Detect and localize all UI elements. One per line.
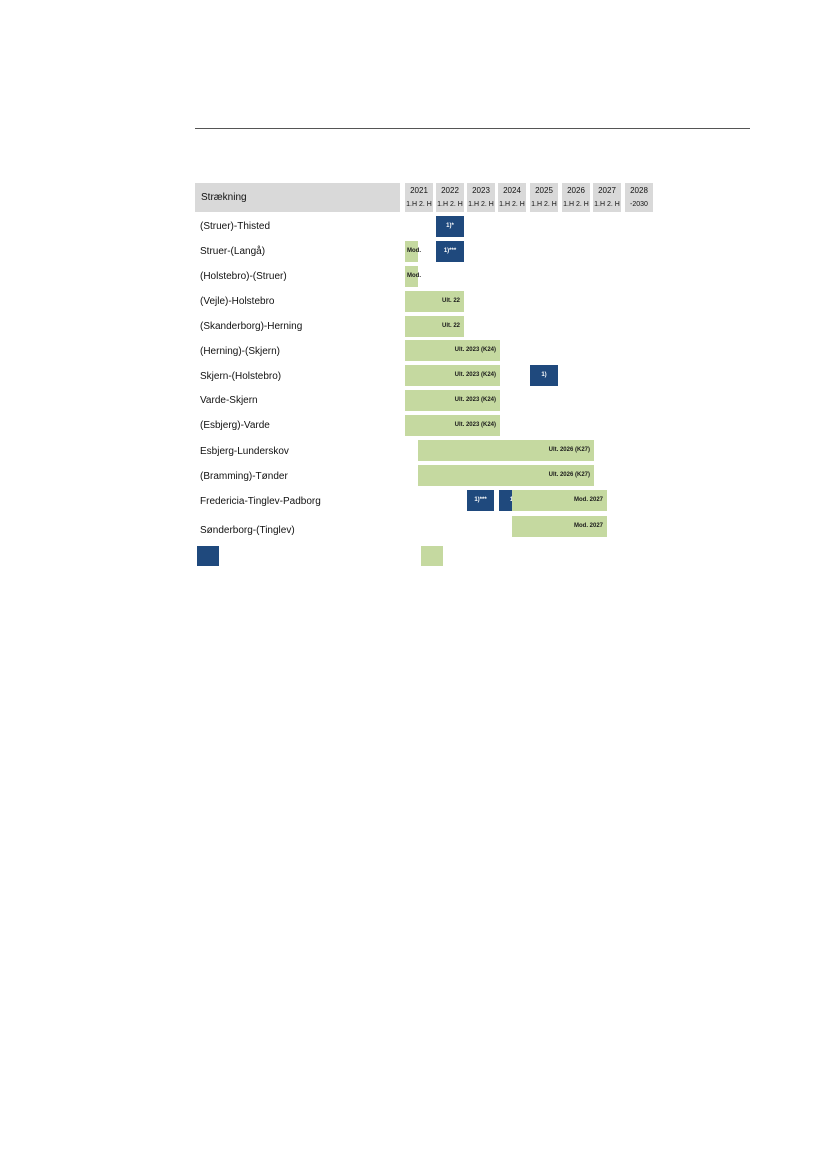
year-label: 2028	[630, 186, 648, 195]
half-label: 1.H 2. H	[437, 201, 463, 208]
work-bar-green: Ult. 2023 (K24)	[405, 365, 500, 386]
work-bar-green: Mod.	[405, 266, 421, 287]
row-label: Sønderborg-(Tinglev)	[200, 525, 295, 536]
row-label: (Vejle)-Holstebro	[200, 296, 275, 307]
year-label: 2022	[441, 186, 459, 195]
half-label: 1.H 2. H	[531, 201, 557, 208]
work-bar-blue: 1)	[530, 365, 558, 386]
year-label: 2021	[410, 186, 428, 195]
row-label: Struer-(Langå)	[200, 246, 266, 257]
work-bar-blue: 1)***	[467, 490, 494, 511]
year-header: 2026 1.H 2. H	[562, 183, 590, 212]
work-bar-green: Ult. 2023 (K24)	[405, 340, 500, 361]
work-bar-green: Mod. 2027	[512, 490, 607, 511]
year-label: 2027	[598, 186, 616, 195]
half-label: 1.H 2. H	[406, 201, 432, 208]
column-header-strækning: Strækning	[195, 183, 400, 212]
work-bar-green: Mod.	[405, 241, 421, 262]
row-label: (Esbjerg)-Varde	[200, 420, 270, 431]
row-label: (Holstebro)-(Struer)	[200, 271, 287, 282]
year-header: 2025 1.H 2. H	[530, 183, 558, 212]
year-header: 2023 1.H 2. H	[467, 183, 495, 212]
legend-blue-swatch	[197, 546, 219, 566]
half-label: 1.H 2. H	[563, 201, 589, 208]
year-label: 2025	[535, 186, 553, 195]
year-header: 2022 1.H 2. H	[436, 183, 464, 212]
row-label: Skjern-(Holstebro)	[200, 371, 282, 382]
top-rule	[195, 128, 750, 129]
year-label: 2024	[503, 186, 521, 195]
half-label: 1.H 2. H	[499, 201, 525, 208]
year-header: 2027 1.H 2. H	[593, 183, 621, 212]
row-label: (Herning)-(Skjern)	[200, 346, 281, 357]
year-label: 2026	[567, 186, 585, 195]
row-label: Varde-Skjern	[200, 395, 258, 406]
work-bar-green: Ult. 2023 (K24)	[405, 415, 500, 436]
year-label: 2023	[472, 186, 490, 195]
year-header: 2028 -2030	[625, 183, 653, 212]
work-bar-green: Mod. 2027	[512, 516, 607, 537]
work-bar-green: Ult. 2026 (K27)	[418, 465, 594, 486]
work-bar-green: Ult. 22	[405, 291, 464, 312]
work-bar-green: Ult. 2026 (K27)	[418, 440, 594, 461]
row-label: (Skanderborg)-Herning	[200, 321, 303, 332]
half-label: -2030	[630, 201, 648, 208]
row-label: Fredericia-Tinglev-Padborg	[200, 496, 321, 507]
half-label: 1.H 2. H	[594, 201, 620, 208]
work-bar-blue: 1)*	[436, 216, 464, 237]
work-bar-green: Ult. 2023 (K24)	[405, 390, 500, 411]
half-label: 1.H 2. H	[468, 201, 494, 208]
work-bar-green: Ult. 22	[405, 316, 464, 337]
legend-green-swatch	[421, 546, 443, 566]
row-label: (Bramming)-Tønder	[200, 471, 288, 482]
year-header: 2024 1.H 2. H	[498, 183, 526, 212]
year-header: 2021 1.H 2. H	[405, 183, 433, 212]
row-label: (Struer)-Thisted	[200, 221, 271, 232]
work-bar-blue: 1)***	[436, 241, 464, 262]
row-label: Esbjerg-Lunderskov	[200, 446, 289, 457]
